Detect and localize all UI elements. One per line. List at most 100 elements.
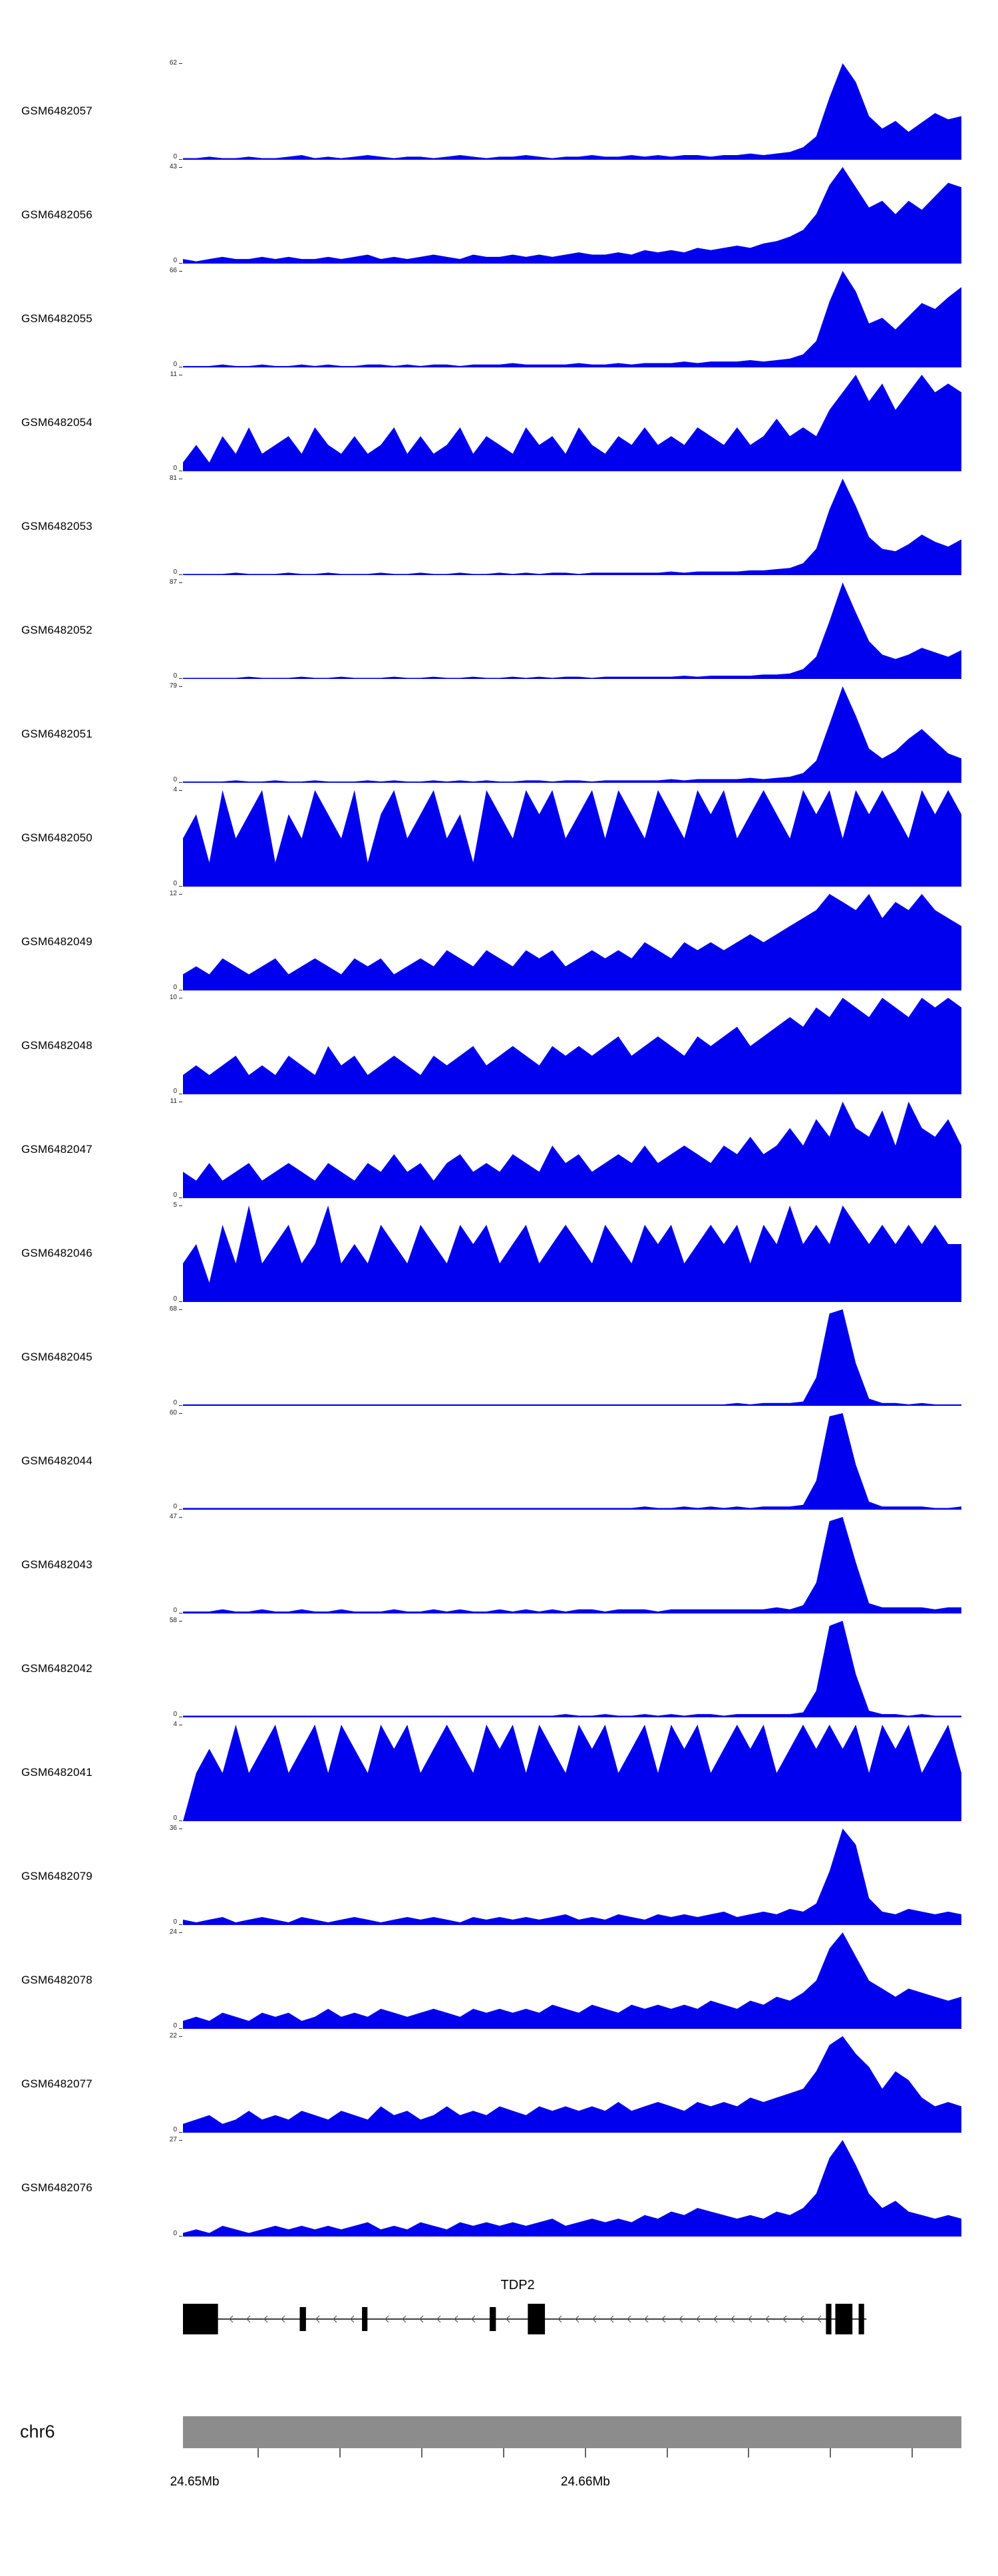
strand-arrow (765, 2315, 770, 2323)
exon-rect (826, 2304, 832, 2334)
strand-arrow (627, 2315, 631, 2323)
track-ymin-value: 0 (173, 465, 177, 472)
track-label: GSM6482046 (21, 1247, 92, 1259)
strand-arrow (385, 2315, 389, 2323)
chromosome-bar (183, 2416, 961, 2448)
track-ymax-value: 47 (169, 1513, 177, 1520)
axis-tick (257, 2448, 259, 2458)
track-label: GSM6482056 (21, 208, 92, 221)
exon-rect (489, 2307, 496, 2331)
strand-arrow (592, 2315, 597, 2323)
strand-arrow (661, 2315, 666, 2323)
y-axis-top-tick (179, 1828, 182, 1829)
signal-area (183, 1413, 961, 1510)
track-ymin-value: 0 (173, 984, 177, 991)
track-label: GSM6482051 (21, 728, 92, 740)
strand-arrow (246, 2315, 251, 2323)
track-row: GSM6482044 60 0 (0, 1409, 998, 1517)
track-ymin-value: 0 (173, 1503, 177, 1510)
axis-tick (421, 2448, 423, 2458)
axis-tick (748, 2448, 750, 2458)
y-axis-top-tick (179, 686, 182, 687)
strand-arrow (281, 2315, 285, 2323)
y-axis-zero-tick (179, 1197, 182, 1198)
y-axis-top-tick (179, 790, 182, 791)
track-row: GSM6482056 43 0 (0, 163, 998, 271)
strand-arrow (696, 2315, 701, 2323)
track-row: GSM6482052 87 0 (0, 578, 998, 686)
y-axis-zero-tick (179, 678, 182, 679)
y-axis-top-tick (179, 271, 182, 272)
strand-arrow (731, 2315, 735, 2323)
y-axis-top-tick (179, 2036, 182, 2037)
y-axis-zero-tick (179, 782, 182, 783)
coverage-signal (183, 1932, 961, 2029)
track-row: GSM6482042 58 0 (0, 1617, 998, 1725)
y-axis-zero-tick (179, 1301, 182, 1302)
signal-area (183, 998, 961, 1094)
y-axis-top-tick (179, 894, 182, 895)
track-ymax-value: 60 (169, 1409, 177, 1416)
y-axis-top-tick (179, 582, 182, 583)
gene-track: TDP2 (0, 2268, 998, 2355)
track-ymin-value: 0 (173, 2022, 177, 2030)
strand-arrow (471, 2315, 476, 2323)
gene-model (183, 2304, 867, 2334)
coverage-signal (183, 479, 961, 575)
coverage-signal (183, 63, 961, 160)
track-label: GSM6482048 (21, 1039, 92, 1052)
axis-tick (666, 2448, 668, 2458)
y-axis-zero-tick (179, 574, 182, 575)
coverage-signal (183, 1517, 961, 1613)
axis-coordinate-label: 24.66Mb (560, 2475, 610, 2489)
signal-area (183, 582, 961, 679)
y-axis-top-tick (179, 63, 182, 64)
track-label: GSM6482053 (21, 520, 92, 533)
signal-area (183, 1102, 961, 1198)
strand-arrow (419, 2315, 424, 2323)
exon-rect (528, 2304, 546, 2334)
strand-arrow (315, 2315, 320, 2323)
strand-arrow (644, 2315, 649, 2323)
track-ymin-value: 0 (173, 153, 177, 160)
track-ymax-value: 24 (169, 1928, 177, 1936)
track-label: GSM6482045 (21, 1351, 92, 1363)
strand-arrow (229, 2315, 234, 2323)
y-axis-zero-tick (179, 886, 182, 887)
track-label: GSM6482052 (21, 624, 92, 636)
exon-rect (835, 2304, 853, 2334)
track-ymax-value: 11 (170, 1098, 177, 1105)
track-ymax-value: 22 (169, 2032, 177, 2039)
track-ymax-value: 4 (173, 786, 177, 793)
y-axis-zero-tick (179, 1924, 182, 1925)
strand-arrow (436, 2315, 441, 2323)
track-row: GSM6482050 4 0 (0, 786, 998, 894)
track-row: GSM6482076 27 0 (0, 2136, 998, 2244)
strand-arrow (782, 2315, 787, 2323)
track-ymin-value: 0 (173, 672, 177, 680)
strand-arrow (333, 2315, 337, 2323)
signal-area (183, 686, 961, 783)
exon-rect (299, 2307, 306, 2331)
strand-arrow (679, 2315, 683, 2323)
coverage-signal (183, 1621, 961, 1717)
track-ymin-value: 0 (173, 361, 177, 368)
coverage-signal (183, 2140, 961, 2237)
exon-rect (183, 2304, 218, 2334)
signal-area (183, 479, 961, 575)
signal-area (183, 1932, 961, 2029)
track-ymax-value: 11 (170, 371, 177, 378)
signal-area (183, 1205, 961, 1302)
track-ymin-value: 0 (173, 776, 177, 783)
axis-coordinate-label: 24.65Mb (170, 2475, 220, 2489)
track-label: GSM6482054 (21, 416, 92, 429)
track-ymin-value: 0 (173, 1295, 177, 1303)
signal-area (183, 167, 961, 264)
track-row: GSM6482047 11 0 (0, 1098, 998, 1205)
exon-rect (362, 2307, 368, 2331)
track-ymax-value: 5 (173, 1201, 177, 1209)
coverage-signal (183, 582, 961, 679)
track-label: GSM6482049 (21, 935, 92, 948)
track-ymin-value: 0 (173, 1711, 177, 1718)
strand-arrow (575, 2315, 580, 2323)
